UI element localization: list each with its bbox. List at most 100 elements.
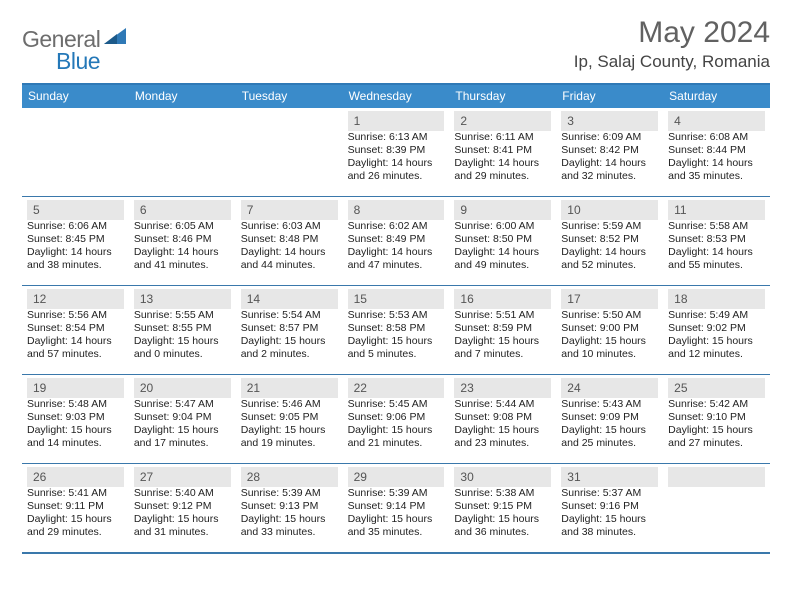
- daylight-line-1: Daylight: 15 hours: [561, 513, 658, 526]
- dow-sun: Sunday: [22, 85, 129, 108]
- day-cell: 15Sunrise: 5:53 AMSunset: 8:58 PMDayligh…: [343, 286, 450, 374]
- sunrise-line: Sunrise: 5:45 AM: [348, 398, 445, 411]
- daynum: 29: [348, 467, 445, 487]
- daynum: 7: [241, 200, 338, 220]
- sunrise-line: Sunrise: 5:55 AM: [134, 309, 231, 322]
- sunset-line: Sunset: 9:14 PM: [348, 500, 445, 513]
- dow-wed: Wednesday: [343, 85, 450, 108]
- day-info: Sunrise: 5:58 AMSunset: 8:53 PMDaylight:…: [668, 220, 765, 273]
- sunrise-line: Sunrise: 5:48 AM: [27, 398, 124, 411]
- sunset-line: Sunset: 8:57 PM: [241, 322, 338, 335]
- daylight-line-2: and 21 minutes.: [348, 437, 445, 450]
- sunset-line: Sunset: 8:46 PM: [134, 233, 231, 246]
- day-info: Sunrise: 5:46 AMSunset: 9:05 PMDaylight:…: [241, 398, 338, 451]
- sunset-line: Sunset: 9:08 PM: [454, 411, 551, 424]
- daynum: 16: [454, 289, 551, 309]
- sunset-line: Sunset: 9:13 PM: [241, 500, 338, 513]
- location-text: Ip, Salaj County, Romania: [574, 52, 770, 72]
- day-cell: 26Sunrise: 5:41 AMSunset: 9:11 PMDayligh…: [22, 464, 129, 552]
- daynum: 17: [561, 289, 658, 309]
- daynum: 15: [348, 289, 445, 309]
- day-info: Sunrise: 5:56 AMSunset: 8:54 PMDaylight:…: [27, 309, 124, 362]
- day-info: Sunrise: 5:48 AMSunset: 9:03 PMDaylight:…: [27, 398, 124, 451]
- daynum: 22: [348, 378, 445, 398]
- sunrise-line: Sunrise: 6:02 AM: [348, 220, 445, 233]
- daylight-line-1: Daylight: 14 hours: [668, 157, 765, 170]
- day-cell: [22, 108, 129, 196]
- sunrise-line: Sunrise: 5:53 AM: [348, 309, 445, 322]
- day-info: Sunrise: 6:02 AMSunset: 8:49 PMDaylight:…: [348, 220, 445, 273]
- daynum: 12: [27, 289, 124, 309]
- sunset-line: Sunset: 8:49 PM: [348, 233, 445, 246]
- sunset-line: Sunset: 8:50 PM: [454, 233, 551, 246]
- daylight-line-1: Daylight: 15 hours: [134, 335, 231, 348]
- sunrise-line: Sunrise: 6:13 AM: [348, 131, 445, 144]
- daynum: 26: [27, 467, 124, 487]
- daylight-line-1: Daylight: 15 hours: [241, 335, 338, 348]
- sunset-line: Sunset: 8:45 PM: [27, 233, 124, 246]
- daylight-line-2: and 36 minutes.: [454, 526, 551, 539]
- daylight-line-1: Daylight: 15 hours: [668, 335, 765, 348]
- daynum: 23: [454, 378, 551, 398]
- day-info: Sunrise: 5:51 AMSunset: 8:59 PMDaylight:…: [454, 309, 551, 362]
- daylight-line-2: and 33 minutes.: [241, 526, 338, 539]
- daylight-line-2: and 32 minutes.: [561, 170, 658, 183]
- day-cell: 18Sunrise: 5:49 AMSunset: 9:02 PMDayligh…: [663, 286, 770, 374]
- daylight-line-2: and 19 minutes.: [241, 437, 338, 450]
- daynum: [668, 467, 765, 487]
- daylight-line-2: and 55 minutes.: [668, 259, 765, 272]
- daylight-line-2: and 38 minutes.: [27, 259, 124, 272]
- day-cell: 2Sunrise: 6:11 AMSunset: 8:41 PMDaylight…: [449, 108, 556, 196]
- day-cell: 11Sunrise: 5:58 AMSunset: 8:53 PMDayligh…: [663, 197, 770, 285]
- day-info: Sunrise: 6:00 AMSunset: 8:50 PMDaylight:…: [454, 220, 551, 273]
- day-info: Sunrise: 5:43 AMSunset: 9:09 PMDaylight:…: [561, 398, 658, 451]
- logo-text-blue: Blue: [26, 48, 100, 74]
- daylight-line-2: and 35 minutes.: [348, 526, 445, 539]
- day-info: Sunrise: 5:38 AMSunset: 9:15 PMDaylight:…: [454, 487, 551, 540]
- daynum: 21: [241, 378, 338, 398]
- sunrise-line: Sunrise: 6:09 AM: [561, 131, 658, 144]
- daynum: 4: [668, 111, 765, 131]
- day-info: Sunrise: 5:40 AMSunset: 9:12 PMDaylight:…: [134, 487, 231, 540]
- daynum: 3: [561, 111, 658, 131]
- sunset-line: Sunset: 9:00 PM: [561, 322, 658, 335]
- day-info: Sunrise: 5:49 AMSunset: 9:02 PMDaylight:…: [668, 309, 765, 362]
- sunrise-line: Sunrise: 5:40 AM: [134, 487, 231, 500]
- day-cell: 7Sunrise: 6:03 AMSunset: 8:48 PMDaylight…: [236, 197, 343, 285]
- daylight-line-1: Daylight: 15 hours: [241, 513, 338, 526]
- daynum: 27: [134, 467, 231, 487]
- sunrise-line: Sunrise: 5:44 AM: [454, 398, 551, 411]
- day-cell: 17Sunrise: 5:50 AMSunset: 9:00 PMDayligh…: [556, 286, 663, 374]
- daylight-line-2: and 29 minutes.: [454, 170, 551, 183]
- day-info: Sunrise: 5:37 AMSunset: 9:16 PMDaylight:…: [561, 487, 658, 540]
- daynum: 31: [561, 467, 658, 487]
- day-info: Sunrise: 6:09 AMSunset: 8:42 PMDaylight:…: [561, 131, 658, 184]
- sunrise-line: Sunrise: 5:37 AM: [561, 487, 658, 500]
- daynum: 8: [348, 200, 445, 220]
- daylight-line-2: and 44 minutes.: [241, 259, 338, 272]
- sunrise-line: Sunrise: 5:51 AM: [454, 309, 551, 322]
- daylight-line-2: and 14 minutes.: [27, 437, 124, 450]
- dow-thu: Thursday: [449, 85, 556, 108]
- daylight-line-2: and 10 minutes.: [561, 348, 658, 361]
- day-info: Sunrise: 5:39 AMSunset: 9:14 PMDaylight:…: [348, 487, 445, 540]
- dow-row: Sunday Monday Tuesday Wednesday Thursday…: [22, 85, 770, 108]
- daynum: 24: [561, 378, 658, 398]
- daylight-line-1: Daylight: 15 hours: [454, 513, 551, 526]
- daynum: 19: [27, 378, 124, 398]
- daylight-line-1: Daylight: 14 hours: [561, 157, 658, 170]
- day-info: Sunrise: 5:47 AMSunset: 9:04 PMDaylight:…: [134, 398, 231, 451]
- day-cell: 3Sunrise: 6:09 AMSunset: 8:42 PMDaylight…: [556, 108, 663, 196]
- sunset-line: Sunset: 8:54 PM: [27, 322, 124, 335]
- daylight-line-2: and 17 minutes.: [134, 437, 231, 450]
- daylight-line-1: Daylight: 15 hours: [27, 513, 124, 526]
- daynum: 28: [241, 467, 338, 487]
- sunset-line: Sunset: 9:11 PM: [27, 500, 124, 513]
- day-info: Sunrise: 5:39 AMSunset: 9:13 PMDaylight:…: [241, 487, 338, 540]
- daynum: 18: [668, 289, 765, 309]
- dow-sat: Saturday: [663, 85, 770, 108]
- daylight-line-1: Daylight: 14 hours: [348, 246, 445, 259]
- sunset-line: Sunset: 8:53 PM: [668, 233, 765, 246]
- sunrise-line: Sunrise: 6:11 AM: [454, 131, 551, 144]
- daylight-line-2: and 23 minutes.: [454, 437, 551, 450]
